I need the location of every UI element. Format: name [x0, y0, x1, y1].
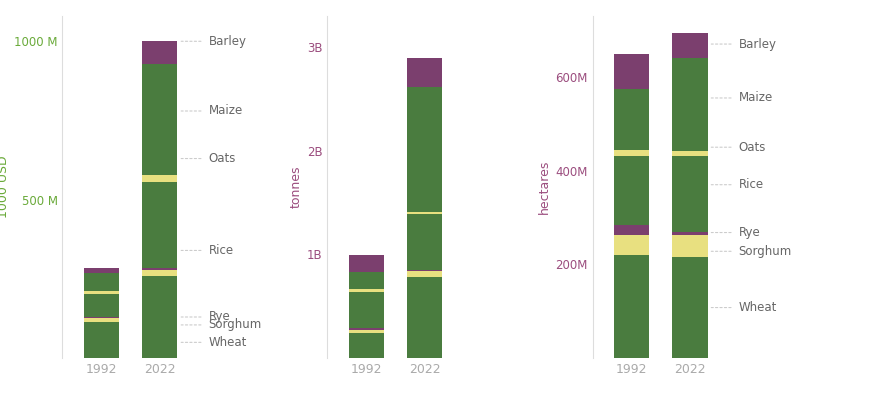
Y-axis label: hectares: hectares [538, 160, 551, 214]
Y-axis label: tonnes: tonnes [290, 166, 303, 208]
Bar [143, 41, 178, 64]
Bar [349, 291, 384, 328]
Text: Sorghum: Sorghum [209, 318, 262, 332]
Bar [143, 182, 178, 267]
Bar [614, 150, 649, 156]
Bar [84, 273, 119, 291]
Text: Sorghum: Sorghum [739, 245, 792, 258]
Bar [349, 289, 384, 291]
Text: Rye: Rye [209, 310, 230, 324]
Text: Oats: Oats [739, 141, 766, 154]
Text: Maize: Maize [209, 105, 243, 117]
Bar [614, 255, 649, 358]
Bar [673, 151, 707, 156]
Bar [349, 330, 384, 333]
Bar [673, 58, 707, 151]
Bar [673, 33, 707, 58]
Bar [408, 270, 442, 271]
Bar [614, 235, 649, 255]
Bar [614, 89, 649, 150]
Text: Wheat: Wheat [739, 301, 777, 314]
Bar [84, 268, 119, 273]
Bar [408, 58, 442, 87]
Bar [143, 276, 178, 358]
Bar [408, 214, 442, 270]
Text: Barley: Barley [209, 35, 246, 48]
Bar [143, 270, 178, 276]
Text: Rice: Rice [739, 178, 764, 191]
Bar [408, 212, 442, 214]
Text: Oats: Oats [209, 152, 236, 165]
Bar [349, 328, 384, 330]
Bar [84, 317, 119, 318]
Text: Maize: Maize [739, 92, 773, 104]
Bar [673, 156, 707, 232]
Bar [408, 271, 442, 277]
Bar [349, 272, 384, 289]
Bar [84, 291, 119, 295]
Y-axis label: 1000 USD: 1000 USD [0, 156, 10, 219]
Text: Rice: Rice [209, 244, 234, 257]
Bar [673, 232, 707, 235]
Bar [673, 235, 707, 258]
Text: Wheat: Wheat [209, 336, 247, 349]
Bar [349, 255, 384, 272]
Bar [673, 258, 707, 358]
Bar [84, 295, 119, 317]
Bar [143, 64, 178, 175]
Bar [84, 318, 119, 322]
Bar [349, 333, 384, 358]
Bar [408, 277, 442, 358]
Text: Rye: Rye [739, 226, 761, 239]
Bar [84, 322, 119, 358]
Text: Barley: Barley [739, 37, 777, 51]
Bar [614, 225, 649, 235]
Bar [614, 156, 649, 225]
Bar [408, 87, 442, 212]
Bar [143, 175, 178, 182]
Bar [143, 267, 178, 270]
Bar [614, 55, 649, 89]
